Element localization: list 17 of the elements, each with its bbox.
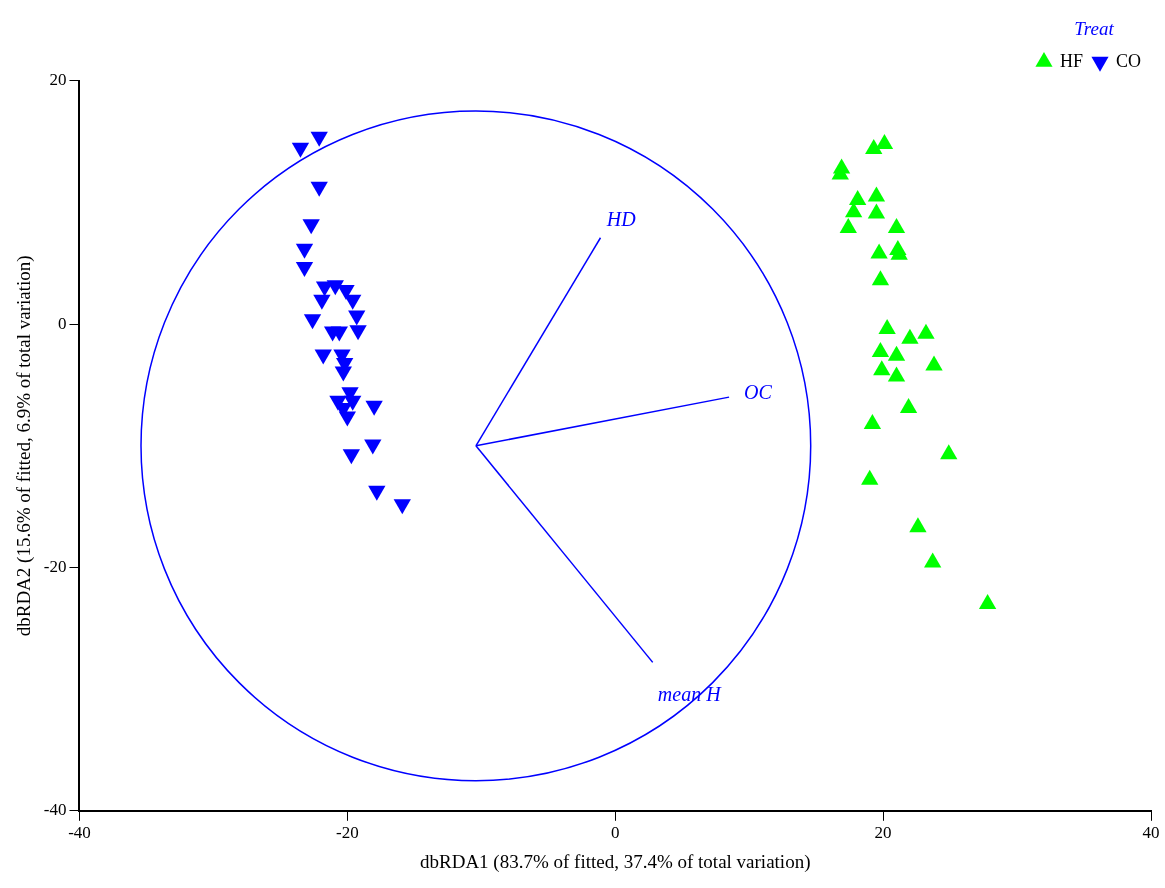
legend-label: HF (1059, 50, 1083, 71)
series-label: mean H (657, 683, 723, 706)
x-tick-label: 40 (1142, 823, 1160, 843)
y-axis-title: dbRDA2 (15.6% of fitted, 6.9% of total variation) (13, 255, 36, 637)
x-tick-label: -40 (68, 823, 91, 843)
y-tick-label: 20 (49, 70, 67, 90)
legend-label: CO (1116, 50, 1142, 71)
y-tick-label: -40 (43, 800, 67, 820)
series-label: HD (605, 207, 637, 230)
x-tick-label: 0 (610, 823, 620, 843)
x-tick-label: -20 (336, 823, 359, 843)
x-tick-label: 20 (874, 823, 892, 843)
y-tick-label: -20 (43, 556, 67, 576)
x-axis-title: dbRDA1 (83.7% of fitted, 37.4% of total variation) (419, 850, 811, 873)
y-tick-label: 0 (57, 313, 67, 333)
legend-title: Treat (1074, 17, 1115, 39)
series-label: OC (743, 380, 773, 403)
